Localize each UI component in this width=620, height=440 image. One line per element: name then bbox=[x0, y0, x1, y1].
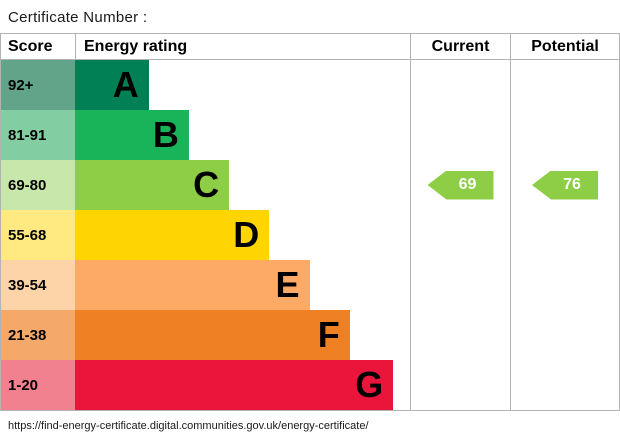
current-cell bbox=[410, 360, 510, 410]
rating-letter: G bbox=[355, 364, 384, 405]
score-range-label: 81-91 bbox=[1, 110, 75, 160]
rating-bar-area: A bbox=[75, 60, 410, 110]
rating-bar-e: E bbox=[75, 260, 310, 310]
potential-cell bbox=[510, 210, 619, 260]
score-range-label: 55-68 bbox=[1, 210, 75, 260]
rating-bar-a: A bbox=[75, 60, 149, 110]
band-row-d: 55-68 D bbox=[1, 210, 619, 260]
current-rating-arrow: 69 bbox=[427, 170, 494, 200]
rating-letter: A bbox=[112, 64, 139, 105]
current-cell bbox=[410, 260, 510, 310]
current-cell bbox=[410, 110, 510, 160]
score-range-label: 21-38 bbox=[1, 310, 75, 360]
energy-rating-chart: Score Energy rating Current Potential 92… bbox=[0, 33, 620, 411]
current-cell bbox=[410, 310, 510, 360]
band-row-g: 1-20 G bbox=[1, 360, 619, 410]
current-cell: 69 bbox=[410, 160, 510, 210]
certificate-number-label: Certificate Number : bbox=[8, 9, 148, 26]
potential-cell bbox=[510, 310, 619, 360]
band-row-e: 39-54 E bbox=[1, 260, 619, 310]
potential-column-header: Potential bbox=[510, 34, 619, 59]
band-rows: 92+ A 81-91 B 69-80 C 69 76 55-68 D 39-54 E 21-38 F 1-… bbox=[1, 60, 619, 410]
rating-bar-area: E bbox=[75, 260, 410, 310]
potential-cell bbox=[510, 360, 619, 410]
rating-bar-area: C bbox=[75, 160, 410, 210]
chart-header-row: Score Energy rating Current Potential bbox=[1, 33, 619, 60]
rating-letter: E bbox=[275, 264, 300, 305]
rating-letter: C bbox=[193, 164, 220, 205]
band-row-a: 92+ A bbox=[1, 60, 619, 110]
rating-bar-c: C bbox=[75, 160, 230, 210]
potential-cell bbox=[510, 110, 619, 160]
potential-cell: 76 bbox=[510, 160, 619, 210]
potential-rating-arrow: 76 bbox=[532, 170, 598, 200]
band-row-b: 81-91 B bbox=[1, 110, 619, 160]
rating-bar-d: D bbox=[75, 210, 270, 260]
rating-letter: B bbox=[152, 114, 179, 155]
current-column-header: Current bbox=[410, 34, 510, 59]
rating-bar-area: D bbox=[75, 210, 410, 260]
score-column-header: Score bbox=[8, 37, 53, 55]
band-row-c: 69-80 C 69 76 bbox=[1, 160, 619, 210]
score-range-label: 1-20 bbox=[1, 360, 75, 410]
score-range-label: 39-54 bbox=[1, 260, 75, 310]
score-range-label: 69-80 bbox=[1, 160, 75, 210]
current-cell bbox=[410, 210, 510, 260]
band-row-f: 21-38 F bbox=[1, 310, 619, 360]
rating-bar-area: B bbox=[75, 110, 410, 160]
rating-bar-area: G bbox=[75, 360, 410, 410]
energy-rating-column-header: Energy rating bbox=[75, 34, 410, 59]
rating-bar-area: F bbox=[75, 310, 410, 360]
rating-bar-g: G bbox=[75, 360, 394, 410]
current-cell bbox=[410, 60, 510, 110]
rating-letter: F bbox=[317, 314, 340, 355]
rating-bar-f: F bbox=[75, 310, 350, 360]
potential-cell bbox=[510, 260, 619, 310]
rating-bar-b: B bbox=[75, 110, 189, 160]
score-range-label: 92+ bbox=[1, 60, 75, 110]
rating-letter: D bbox=[233, 214, 260, 255]
footer-url: https://find-energy-certificate.digital.… bbox=[8, 420, 369, 432]
potential-cell bbox=[510, 60, 619, 110]
